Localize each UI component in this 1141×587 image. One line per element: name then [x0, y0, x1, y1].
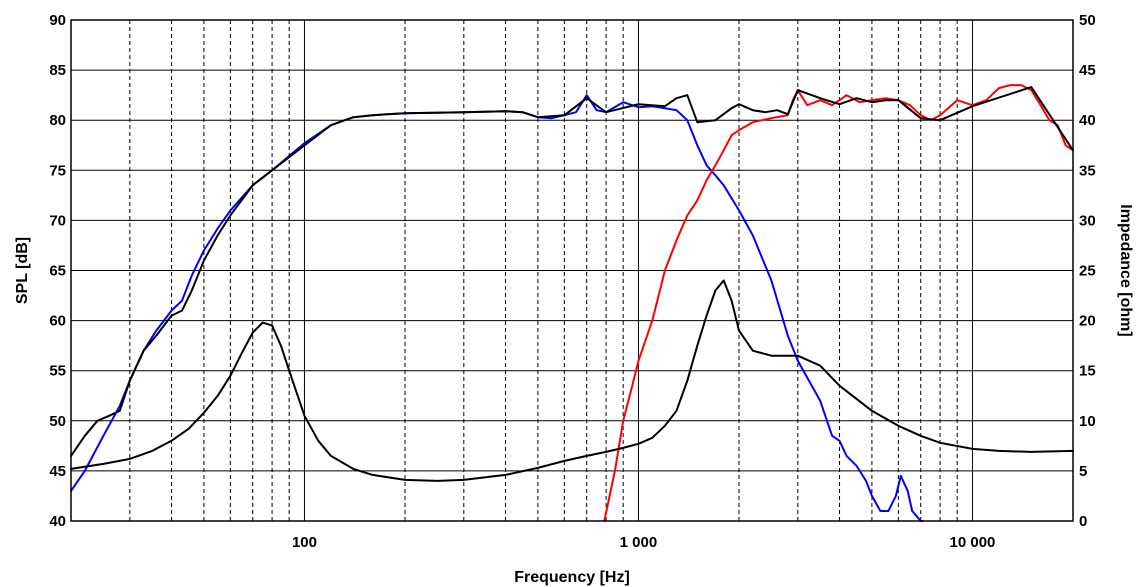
y-axis-title: SPL [dB]	[14, 237, 31, 304]
series-line-3	[70, 86, 1074, 457]
y2-tick-labels: 0 5 10 15 20 25 30 35 40 45 50	[1079, 12, 1096, 530]
y-tick-label: 65	[49, 263, 66, 280]
y-tick-label: 40	[49, 513, 66, 530]
series-line-2	[603, 84, 1074, 522]
x-tick-label: 10 000	[950, 534, 996, 551]
y2-tick-label: 25	[1079, 263, 1096, 280]
y2-tick-label: 50	[1079, 12, 1096, 29]
y-tick-label: 75	[49, 162, 66, 179]
y-tick-label: 50	[49, 413, 66, 430]
y2-tick-label: 35	[1079, 162, 1096, 179]
y-tick-label: 90	[49, 12, 66, 29]
y2-axis-title: Impedance [ohm]	[1117, 204, 1134, 336]
series-layer	[70, 84, 1074, 522]
x-axis-title: Frequency [Hz]	[514, 569, 630, 586]
y2-tick-label: 10	[1079, 413, 1096, 430]
x-tick-label: 100	[292, 534, 317, 551]
y-tick-labels: 40 45 50 55 60 65 70 75 80 85 90	[49, 12, 66, 530]
y2-tick-label: 30	[1079, 212, 1096, 229]
y-tick-label: 45	[49, 463, 66, 480]
plot-frame	[70, 19, 1074, 522]
y-tick-label: 70	[49, 212, 66, 229]
y2-tick-label: 0	[1079, 513, 1087, 530]
y2-tick-label: 5	[1079, 463, 1087, 480]
y-tick-label: 80	[49, 112, 66, 129]
y2-tick-label: 15	[1079, 363, 1096, 380]
y-tick-label: 60	[49, 313, 66, 330]
y-tick-label: 85	[49, 62, 66, 79]
x-tick-label: 1 000	[620, 534, 658, 551]
y2-tick-label: 40	[1079, 112, 1096, 129]
y-tick-label: 55	[49, 363, 66, 380]
series-line-1	[70, 94, 924, 522]
grid	[70, 19, 1074, 522]
y2-tick-label: 20	[1079, 313, 1096, 330]
x-tick-labels: 100 1 000 10 000	[292, 534, 995, 551]
y2-tick-label: 45	[1079, 62, 1096, 79]
series-line-4	[70, 279, 1074, 482]
